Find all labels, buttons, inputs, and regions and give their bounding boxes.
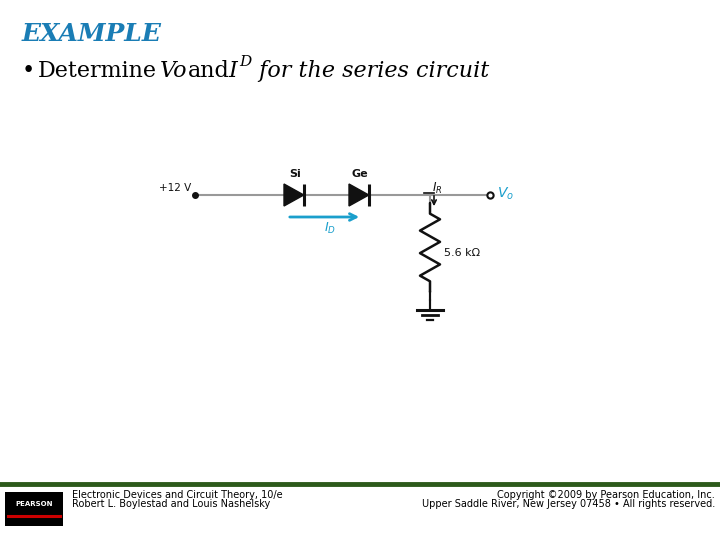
Text: and: and	[188, 60, 230, 82]
Text: D: D	[239, 55, 251, 69]
Text: Si: Si	[289, 169, 301, 179]
Text: Upper Saddle River, New Jersey 07458 • All rights reserved.: Upper Saddle River, New Jersey 07458 • A…	[422, 499, 715, 509]
Text: •: •	[22, 60, 35, 82]
Polygon shape	[284, 184, 304, 206]
Text: Determine: Determine	[38, 60, 157, 82]
Polygon shape	[349, 184, 369, 206]
Text: Vo: Vo	[160, 60, 187, 82]
Text: I: I	[228, 60, 237, 82]
Text: PEARSON: PEARSON	[15, 501, 53, 507]
Text: for the series circuit: for the series circuit	[252, 60, 490, 82]
Text: Ge: Ge	[351, 169, 369, 179]
Text: Electronic Devices and Circuit Theory, 10/e: Electronic Devices and Circuit Theory, 1…	[72, 490, 283, 500]
Text: Robert L. Boylestad and Louis Nashelsky: Robert L. Boylestad and Louis Nashelsky	[72, 499, 270, 509]
Text: +12 V: +12 V	[158, 183, 191, 193]
Text: $I_D$: $I_D$	[323, 221, 336, 236]
Text: EXAMPLE: EXAMPLE	[22, 22, 162, 46]
Text: 5.6 kΩ: 5.6 kΩ	[444, 247, 480, 258]
Text: $V_o$: $V_o$	[497, 186, 514, 202]
Text: Copyright ©2009 by Pearson Education, Inc.: Copyright ©2009 by Pearson Education, In…	[498, 490, 715, 500]
FancyBboxPatch shape	[5, 492, 63, 526]
Text: $I_R$: $I_R$	[432, 181, 442, 196]
